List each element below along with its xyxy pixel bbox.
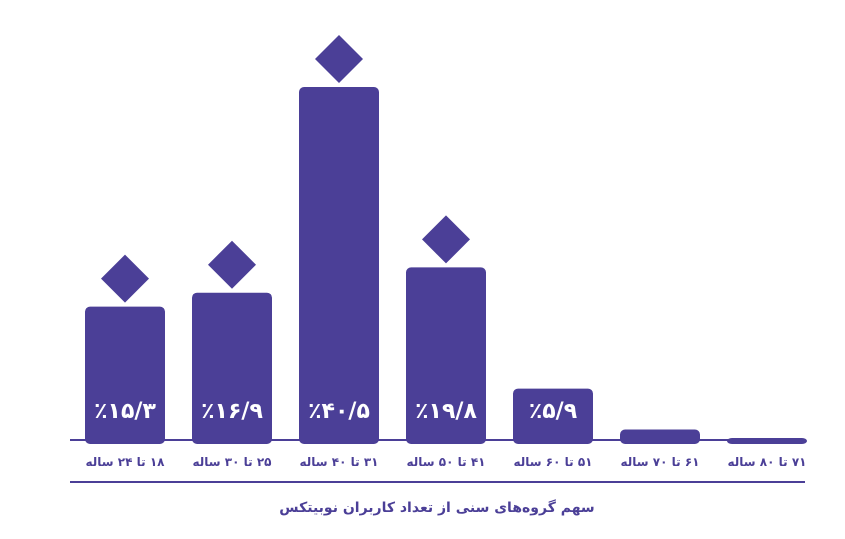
diamond-marker bbox=[208, 240, 256, 289]
diamond-marker bbox=[101, 254, 149, 303]
tick-label: ۴۱ تا ۵۰ ساله bbox=[407, 455, 486, 469]
tick-label: ۱۸ تا ۲۴ ساله bbox=[86, 455, 166, 469]
bar bbox=[406, 267, 486, 444]
data-label: ٪۱۹/۸ bbox=[415, 399, 477, 424]
tick-label: ۶۱ تا ۷۰ ساله bbox=[621, 455, 700, 469]
bar bbox=[513, 388, 593, 444]
diamond-marker bbox=[422, 215, 470, 264]
bar bbox=[85, 306, 165, 444]
tick-label: ۲۵ تا ۳۰ ساله bbox=[193, 455, 272, 469]
diamond-marker bbox=[315, 35, 363, 83]
data-label: ٪۱۵/۳ bbox=[94, 399, 156, 424]
tick-label: ۳۱ تا ۴۰ ساله bbox=[300, 455, 379, 469]
tick-label: ۵۱ تا ۶۰ ساله bbox=[514, 455, 593, 469]
bar bbox=[727, 438, 807, 444]
chart-title: سهم گروه‌های سنی از تعداد کاربران نوبیتک… bbox=[279, 499, 594, 516]
data-label: ٪۱۶/۹ bbox=[201, 399, 263, 424]
bar bbox=[299, 87, 379, 444]
bar bbox=[192, 292, 272, 444]
data-label: ٪۵/۹ bbox=[529, 399, 577, 424]
bar bbox=[620, 429, 700, 444]
data-label: ٪۴۰/۵ bbox=[308, 399, 370, 424]
tick-label: ۷۱ تا ۸۰ ساله bbox=[728, 455, 807, 469]
